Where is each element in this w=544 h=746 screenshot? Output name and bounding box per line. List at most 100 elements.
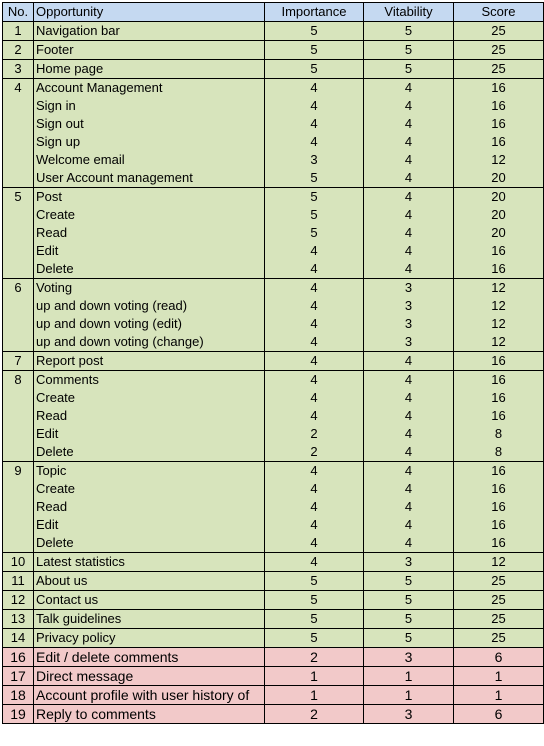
opportunity-cell: Delete — [33, 260, 265, 279]
table-row: 17 Direct message 1 1 1 — [2, 666, 544, 686]
no-cell: 12 — [2, 590, 34, 610]
table-row: Edit 4 4 16 — [2, 516, 544, 534]
table-row: Read 4 4 16 — [2, 407, 544, 425]
importance-cell: 2 — [264, 704, 364, 724]
no-cell — [2, 389, 34, 407]
opportunity-cell: Account profile with user history of — [33, 685, 265, 705]
score-cell: 20 — [453, 169, 544, 188]
vitability-cell: 3 — [363, 552, 454, 572]
vitability-cell: 3 — [363, 297, 454, 315]
table-row: 9 Topic 4 4 16 — [2, 461, 544, 480]
score-cell: 12 — [453, 333, 544, 352]
opportunity-cell: Navigation bar — [33, 21, 265, 41]
table-row: Create 4 4 16 — [2, 389, 544, 407]
opportunity-cell: Sign in — [33, 97, 265, 115]
opportunity-cell: Direct message — [33, 666, 265, 686]
table-row: Sign out 4 4 16 — [2, 115, 544, 133]
vitability-cell: 5 — [363, 628, 454, 648]
importance-cell: 4 — [264, 498, 364, 516]
no-cell: 13 — [2, 609, 34, 629]
vitability-cell: 4 — [363, 407, 454, 425]
score-cell: 16 — [453, 370, 544, 389]
no-cell: 4 — [2, 78, 34, 97]
opportunity-cell: Sign up — [33, 133, 265, 151]
importance-cell: 4 — [264, 260, 364, 279]
no-cell: 14 — [2, 628, 34, 648]
no-cell: 1 — [2, 21, 34, 41]
opportunity-cell: Delete — [33, 443, 265, 462]
importance-cell: 4 — [264, 133, 364, 151]
score-cell: 16 — [453, 480, 544, 498]
table-row: up and down voting (change) 4 3 12 — [2, 333, 544, 352]
table-row: Sign up 4 4 16 — [2, 133, 544, 151]
no-cell — [2, 169, 34, 188]
header-vitability: Vitability — [363, 2, 454, 22]
opportunity-cell: About us — [33, 571, 265, 591]
no-cell — [2, 498, 34, 516]
table-row: up and down voting (edit) 4 3 12 — [2, 315, 544, 333]
header-no: No. — [2, 2, 34, 22]
opportunity-cell: Talk guidelines — [33, 609, 265, 629]
vitability-cell: 4 — [363, 443, 454, 462]
importance-cell: 5 — [264, 628, 364, 648]
vitability-cell: 4 — [363, 187, 454, 206]
no-cell: 10 — [2, 552, 34, 572]
score-cell: 20 — [453, 206, 544, 224]
vitability-cell: 3 — [363, 647, 454, 667]
score-cell: 8 — [453, 443, 544, 462]
vitability-cell: 4 — [363, 169, 454, 188]
vitability-cell: 3 — [363, 315, 454, 333]
no-cell: 17 — [2, 666, 34, 686]
vitability-cell: 4 — [363, 97, 454, 115]
score-cell: 12 — [453, 552, 544, 572]
opportunity-cell: Welcome email — [33, 151, 265, 169]
score-cell: 8 — [453, 425, 544, 443]
table-row: 6 Voting 4 3 12 — [2, 278, 544, 297]
score-cell: 16 — [453, 498, 544, 516]
table-row: Delete 4 4 16 — [2, 534, 544, 553]
score-cell: 12 — [453, 151, 544, 169]
table-row: 2 Footer 5 5 25 — [2, 40, 544, 60]
vitability-cell: 5 — [363, 590, 454, 610]
header-opportunity: Opportunity — [33, 2, 265, 22]
opportunity-cell: Create — [33, 389, 265, 407]
header-score: Score — [453, 2, 544, 22]
importance-cell: 4 — [264, 407, 364, 425]
no-cell: 18 — [2, 685, 34, 705]
importance-cell: 4 — [264, 480, 364, 498]
importance-cell: 4 — [264, 242, 364, 260]
score-cell: 6 — [453, 704, 544, 724]
vitability-cell: 4 — [363, 498, 454, 516]
opportunity-cell: Report post — [33, 351, 265, 371]
opportunity-cell: Latest statistics — [33, 552, 265, 572]
no-cell — [2, 425, 34, 443]
score-cell: 16 — [453, 516, 544, 534]
table-row: 16 Edit / delete comments 2 3 6 — [2, 647, 544, 667]
importance-cell: 5 — [264, 40, 364, 60]
importance-cell: 4 — [264, 97, 364, 115]
no-cell — [2, 443, 34, 462]
header-importance: Importance — [264, 2, 364, 22]
importance-cell: 5 — [264, 187, 364, 206]
importance-cell: 4 — [264, 461, 364, 480]
importance-cell: 2 — [264, 443, 364, 462]
score-cell: 25 — [453, 628, 544, 648]
no-cell — [2, 315, 34, 333]
score-cell: 16 — [453, 115, 544, 133]
score-cell: 12 — [453, 278, 544, 297]
no-cell: 9 — [2, 461, 34, 480]
vitability-cell: 4 — [363, 461, 454, 480]
vitability-cell: 4 — [363, 151, 454, 169]
importance-cell: 5 — [264, 609, 364, 629]
table-row: Read 4 4 16 — [2, 498, 544, 516]
importance-cell: 1 — [264, 685, 364, 705]
no-cell: 2 — [2, 40, 34, 60]
score-cell: 20 — [453, 187, 544, 206]
table-row: Welcome email 3 4 12 — [2, 151, 544, 169]
header-row: No. Opportunity Importance Vitability Sc… — [2, 2, 544, 22]
importance-cell: 5 — [264, 169, 364, 188]
no-cell — [2, 242, 34, 260]
opportunity-cell: Edit / delete comments — [33, 647, 265, 667]
table-row: up and down voting (read) 4 3 12 — [2, 297, 544, 315]
no-cell — [2, 297, 34, 315]
